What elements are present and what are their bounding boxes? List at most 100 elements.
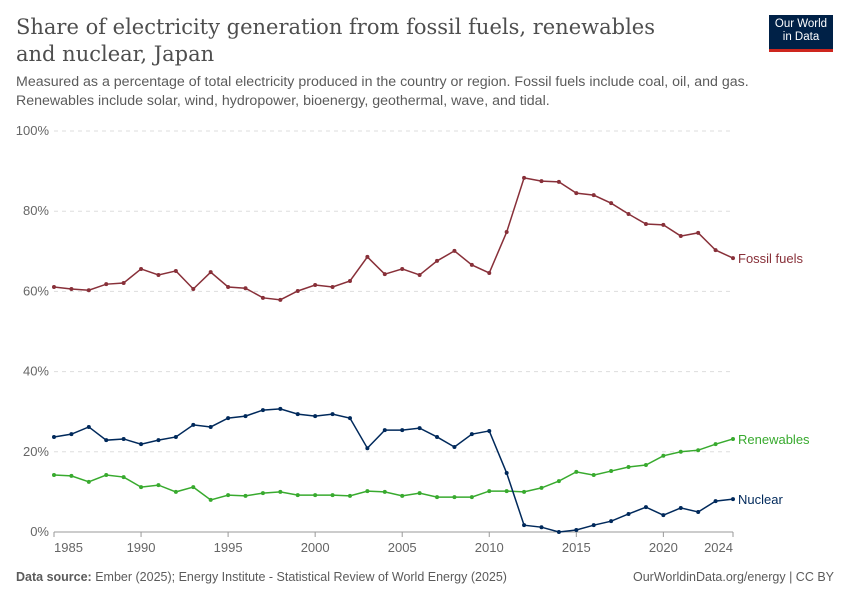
data-point — [313, 414, 318, 419]
data-point — [522, 523, 527, 528]
data-point — [400, 266, 405, 271]
data-point — [731, 436, 735, 441]
data-point — [121, 475, 126, 480]
series-line-nuclear — [53, 408, 734, 533]
data-point — [504, 471, 509, 476]
data-point — [173, 268, 178, 273]
data-point — [365, 489, 370, 494]
data-point — [417, 426, 422, 431]
data-point — [382, 428, 387, 433]
data-point — [347, 493, 352, 498]
data-point — [487, 489, 492, 494]
data-point — [104, 438, 109, 443]
data-point — [156, 483, 161, 488]
data-point — [435, 258, 440, 263]
data-point — [731, 497, 735, 502]
data-point — [382, 489, 387, 494]
data-point — [121, 280, 126, 285]
data-point — [556, 530, 561, 534]
y-tick-label: 0% — [30, 524, 49, 539]
x-tick-label: 1995 — [214, 540, 243, 555]
data-point — [417, 272, 422, 277]
data-point — [539, 179, 544, 184]
data-point — [295, 493, 300, 498]
data-point — [330, 493, 335, 498]
owid-logo[interactable]: Our World in Data — [769, 15, 833, 52]
data-source: Data source: Ember (2025); Energy Instit… — [16, 570, 507, 584]
data-point — [539, 485, 544, 490]
x-tick-label: 2015 — [562, 540, 591, 555]
data-point — [69, 432, 74, 437]
data-point — [452, 248, 457, 253]
data-point — [243, 493, 248, 498]
data-point — [295, 288, 300, 293]
y-tick-label: 100% — [16, 123, 50, 138]
data-point — [139, 266, 144, 271]
data-point — [539, 525, 544, 530]
data-point — [313, 493, 318, 498]
data-point — [713, 442, 718, 447]
data-point — [243, 286, 248, 291]
data-point — [556, 179, 561, 184]
data-point — [487, 428, 492, 433]
data-point — [713, 499, 718, 504]
data-point — [226, 416, 231, 421]
data-point — [643, 222, 648, 227]
series-label: Nuclear — [738, 492, 783, 507]
data-point — [191, 286, 196, 291]
data-point — [574, 527, 579, 532]
data-point — [86, 288, 91, 293]
data-point — [400, 428, 405, 433]
data-point — [469, 432, 474, 437]
data-point — [696, 230, 701, 235]
data-point — [52, 434, 56, 439]
data-point — [208, 424, 213, 429]
x-tick-label: 2024 — [704, 540, 733, 555]
data-point — [609, 469, 614, 474]
data-point — [260, 491, 265, 496]
data-point — [278, 406, 283, 411]
series-label: Fossil fuels — [738, 251, 804, 266]
data-point — [452, 495, 457, 500]
data-point — [86, 424, 91, 429]
data-point — [643, 505, 648, 510]
data-point — [156, 272, 161, 277]
data-point — [52, 473, 56, 478]
data-point — [452, 444, 457, 449]
data-point — [504, 230, 509, 235]
data-point — [208, 270, 213, 275]
data-point — [678, 505, 683, 510]
data-point — [661, 513, 666, 518]
data-point — [330, 412, 335, 417]
data-point — [104, 473, 109, 478]
data-point — [574, 191, 579, 196]
data-point — [713, 248, 718, 253]
data-point — [139, 485, 144, 490]
x-tick-label: 1990 — [127, 540, 156, 555]
data-point — [522, 175, 527, 180]
series-line-fossil-fuels — [53, 177, 734, 301]
credit-link[interactable]: OurWorldinData.org/energy | CC BY — [632, 570, 834, 584]
data-point — [382, 272, 387, 277]
data-point — [731, 256, 735, 261]
data-point — [260, 295, 265, 300]
data-point — [400, 493, 405, 498]
data-point — [173, 489, 178, 494]
data-point — [278, 489, 283, 494]
data-point — [243, 414, 248, 419]
data-point — [696, 448, 701, 453]
data-point — [522, 489, 527, 494]
data-point — [678, 449, 683, 454]
data-point — [278, 297, 283, 302]
data-point — [626, 511, 631, 516]
data-point — [469, 495, 474, 500]
data-point — [417, 491, 422, 496]
data-point — [678, 234, 683, 239]
data-point — [347, 416, 352, 421]
data-point — [104, 282, 109, 287]
y-tick-label: 20% — [23, 444, 49, 459]
data-point — [173, 434, 178, 439]
data-point — [330, 284, 335, 289]
data-point — [347, 278, 352, 283]
